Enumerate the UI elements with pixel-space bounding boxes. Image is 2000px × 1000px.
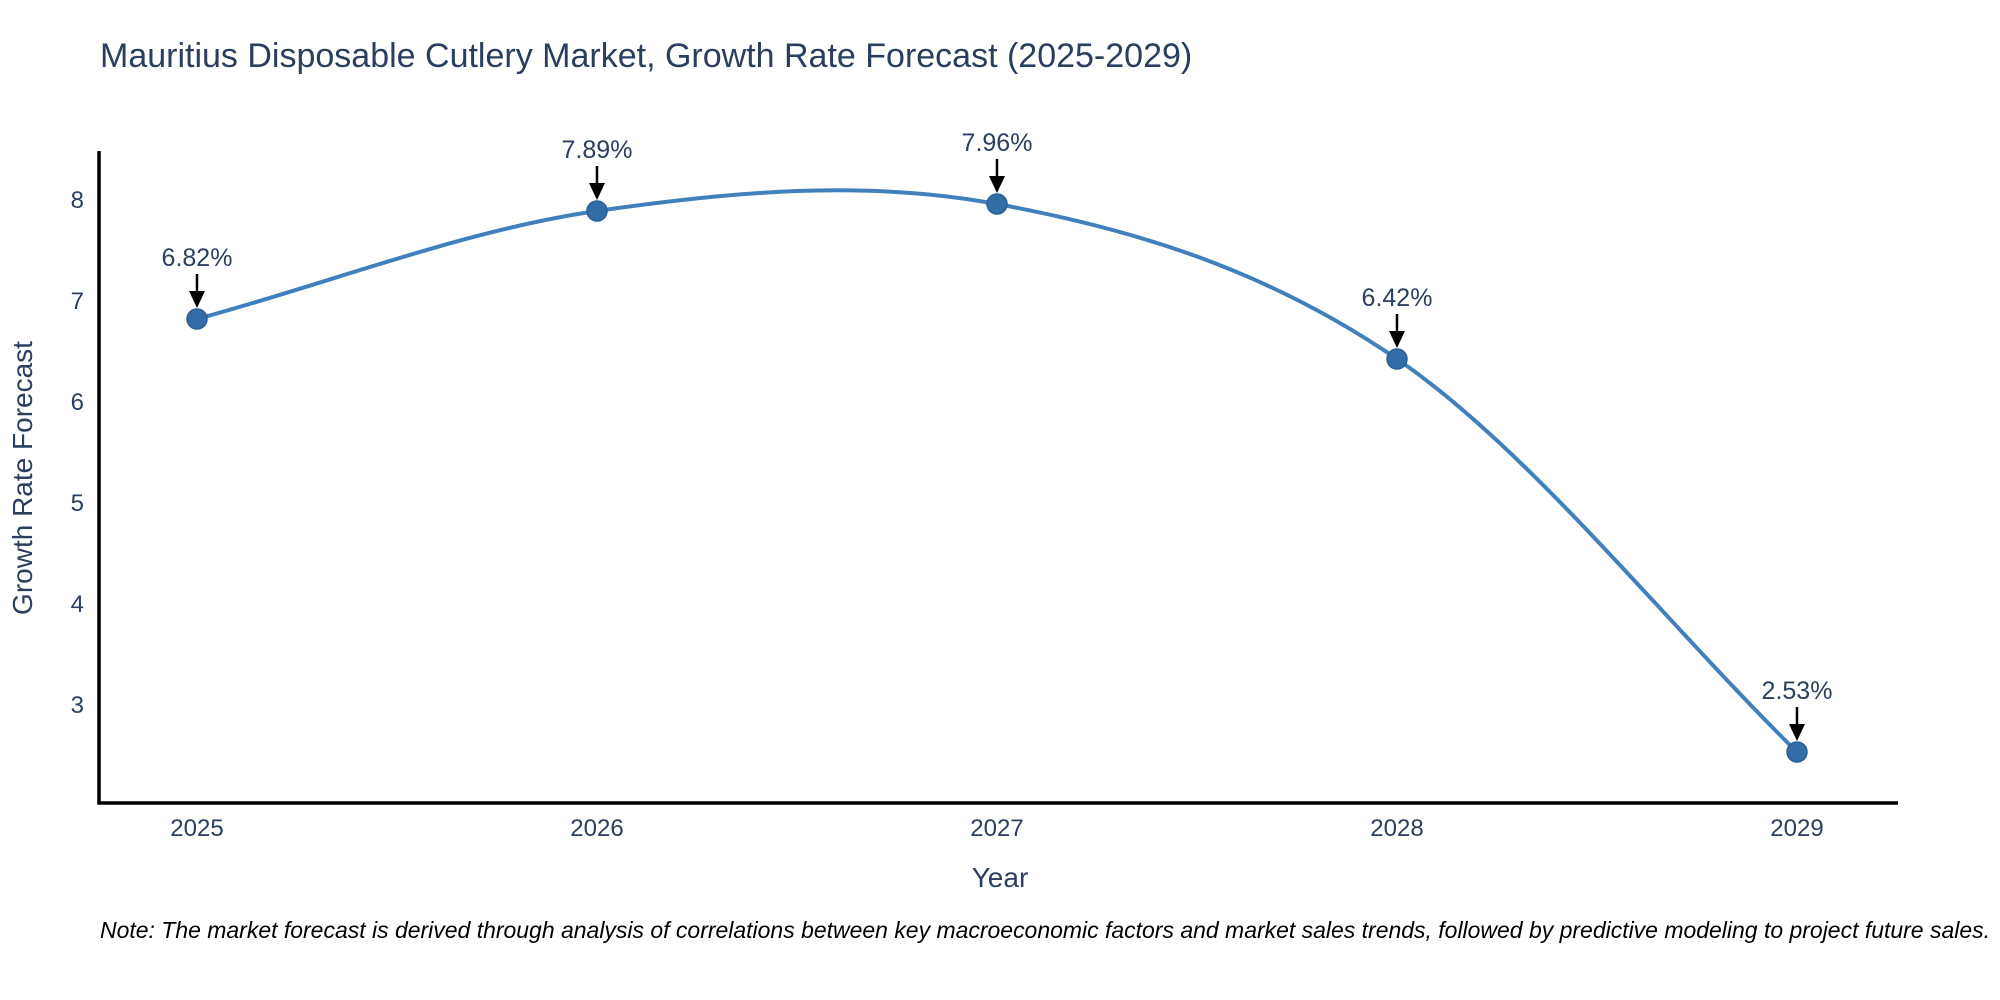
annotation-label-2028: 6.42% (1362, 284, 1433, 312)
data-point-2028 (1386, 348, 1408, 370)
data-point-2025 (186, 308, 208, 330)
annotation-2025: 6.82% (162, 244, 233, 308)
x-tick-label-2029: 2029 (1770, 815, 1823, 842)
y-tick-label-5: 5 (71, 490, 84, 517)
y-tick-label-3: 3 (71, 692, 84, 719)
y-tick-label-6: 6 (71, 389, 84, 416)
annotation-2026: 7.89% (562, 136, 633, 200)
annotation-2028: 6.42% (1362, 284, 1433, 348)
data-point-2027 (986, 193, 1008, 215)
annotation-label-2025: 6.82% (162, 244, 233, 272)
chart-title: Mauritius Disposable Cutlery Market, Gro… (100, 37, 1192, 75)
x-tick-label-2025: 2025 (170, 815, 223, 842)
x-tick-label-2027: 2027 (970, 815, 1023, 842)
x-axis-title: Year (972, 862, 1029, 893)
down-arrow-icon (589, 183, 605, 200)
data-point-2026 (586, 200, 608, 222)
down-arrow-icon (1389, 331, 1405, 348)
axis-lines (97, 151, 1898, 805)
y-tick-label-4: 4 (71, 591, 84, 618)
annotation-2027: 7.96% (962, 129, 1033, 193)
y-tick-label-7: 7 (71, 288, 84, 315)
forecast-line-series (195, 188, 1799, 754)
footnote: Note: The market forecast is derived thr… (100, 917, 1990, 943)
annotation-label-2027: 7.96% (962, 129, 1033, 157)
annotation-label-2026: 7.89% (562, 136, 633, 164)
x-tick-label-2026: 2026 (570, 815, 623, 842)
annotation-label-2029: 2.53% (1762, 677, 1833, 705)
down-arrow-icon (989, 176, 1005, 193)
x-tick-label-2028: 2028 (1370, 815, 1423, 842)
y-axis-title: Growth Rate Forecast (7, 341, 38, 615)
down-arrow-icon (189, 291, 205, 308)
down-arrow-icon (1789, 724, 1805, 741)
annotation-2029: 2.53% (1762, 677, 1833, 741)
y-tick-label-8: 8 (71, 187, 84, 214)
data-point-2029 (1786, 741, 1808, 763)
